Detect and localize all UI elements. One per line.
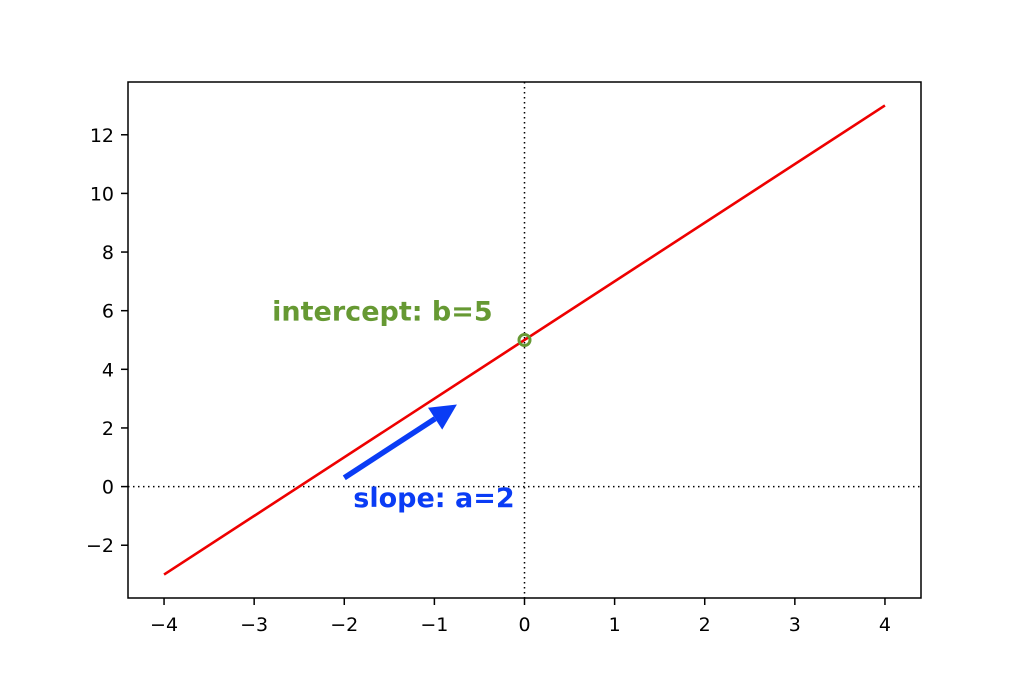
slope-arrow-head <box>428 404 457 430</box>
x-axis: −4 −3 −2 −1 0 1 2 3 4 <box>150 598 891 636</box>
intercept-marker <box>517 333 532 347</box>
x-tick-label: −4 <box>150 614 178 636</box>
y-tick-label: 12 <box>90 125 114 147</box>
x-tick-label: −3 <box>240 614 268 636</box>
y-tick-label: 8 <box>102 242 114 264</box>
y-tick-label: 2 <box>102 418 114 440</box>
series-line <box>163 104 886 576</box>
x-tick-label: −1 <box>420 614 448 636</box>
y-tick-label: 4 <box>102 359 114 381</box>
plot-area <box>128 82 921 598</box>
slope-label: slope: a=2 <box>353 483 514 514</box>
x-tick-label: 3 <box>789 614 801 636</box>
x-tick-label: −2 <box>330 614 358 636</box>
intercept-label: intercept: b=5 <box>272 297 493 328</box>
x-tick-label: 0 <box>518 614 530 636</box>
x-tick-label: 4 <box>879 614 891 636</box>
x-tick-label: 2 <box>699 614 711 636</box>
y-tick-label: 6 <box>102 301 114 323</box>
y-tick-label: 0 <box>102 477 114 499</box>
y-axis: −2 0 2 4 6 8 10 12 <box>86 125 128 557</box>
annotations: intercept: b=5 slope: a=2 <box>272 297 514 514</box>
y-tick-label: 10 <box>90 183 114 205</box>
slope-arrow-shaft <box>342 416 437 481</box>
y-tick-label: −2 <box>86 535 114 557</box>
x-tick-label: 1 <box>609 614 621 636</box>
